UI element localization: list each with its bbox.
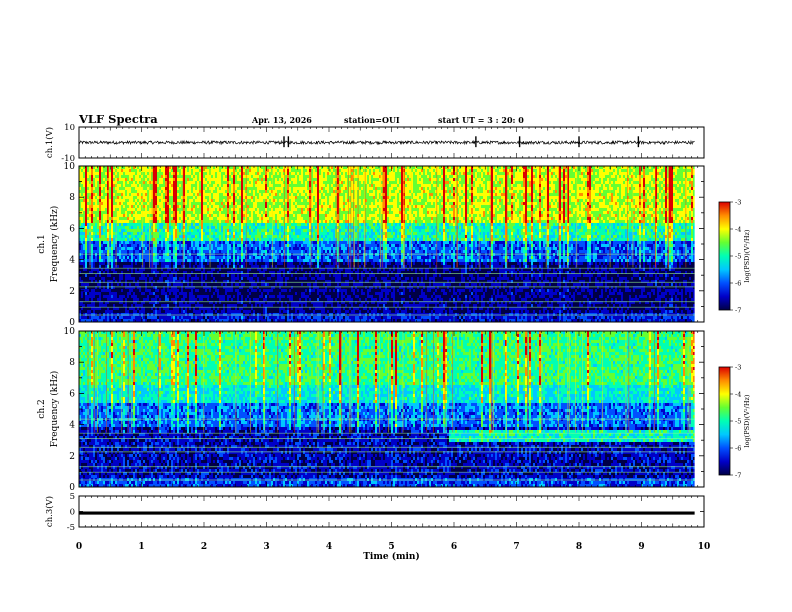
ch1-spectrogram-colorbar-tick-label: -6 [735,280,741,288]
ch2-spectrogram-colorbar [719,367,730,475]
time-tick-label: 6 [451,542,457,552]
ch2-spectrogram-colorbar-label: log(PSD)(V²/Hz) [743,394,751,447]
ch1-waveform-trace [79,141,695,144]
ch2-spectrogram-ylabel: Frequency (kHz) [49,371,60,448]
ch1-spectrogram-ytick-label: 6 [69,224,75,234]
time-tick-label: 0 [76,542,82,552]
time-tick-label: 7 [513,542,519,552]
ch2-spectrogram-ytick-label: 6 [69,389,75,399]
ch2-spectrogram-ytick-label: 8 [69,358,75,368]
time-tick-label: 4 [326,542,332,552]
time-tick-label: 8 [576,542,582,552]
ch2-spectrogram-ytick-label: 4 [69,421,75,431]
ch3-waveform-ylabel: ch.3(V) [44,496,55,527]
ch2-spectrogram-colorbar-tick-label: -3 [735,364,741,372]
ch1-spectrogram-ytick-label: 8 [69,193,75,203]
time-tick-label: 3 [263,542,269,552]
ch1-waveform-ytick-label: 10 [64,123,75,133]
ch1-spectrogram-colorbar-tick-label: -7 [735,307,741,315]
ch2-spectrogram-colorbar-tick-label: -4 [735,391,741,399]
time-tick-label: 9 [638,542,644,552]
ch1-spectrogram-colorbar [719,202,730,310]
ch1-spectrogram-colorbar-tick-label: -5 [735,253,741,261]
ch3-waveform-ytick-label: -5 [67,523,75,533]
ch1-waveform-ylabel: ch.1(V) [44,127,55,158]
ch3-waveform-ytick-label: 5 [70,492,75,502]
time-axis-label: Time (min) [363,551,420,562]
time-tick-label: 1 [138,542,144,552]
ch1-spectrogram-ytick-label: 10 [64,162,76,172]
ch2-spectrogram-ytick-label: 2 [69,452,75,462]
ch2-spectrogram-channel-label: ch.2 [37,399,47,418]
ch1-spectrogram-ytick-label: 4 [69,256,75,266]
time-tick-label: 2 [201,542,207,552]
time-tick-label: 5 [388,542,394,552]
vlf-spectra-figure: 10-10ch.1(V)0246810ch.1 Frequency (kHz)-3… [0,0,792,612]
time-tick-label: 10 [698,542,711,552]
ch1-spectrogram-colorbar-tick-label: -3 [735,199,741,207]
ch1-spectrogram-ytick-label: 2 [69,287,75,297]
ch1-spectrogram-ylabel: Frequency (kHz) [49,206,60,283]
ch3-waveform-ytick-label: 0 [70,508,75,518]
ch1-spectrogram-channel-label: ch.1 [37,234,47,253]
ch2-spectrogram-colorbar-tick-label: -6 [735,445,741,453]
ch2-spectrogram-ytick-label: 10 [64,327,76,337]
ch1-spectrogram-colorbar-tick-label: -4 [735,226,741,234]
ch2-spectrogram-colorbar-tick-label: -5 [735,418,741,426]
ch2-spectrogram-colorbar-tick-label: -7 [735,472,741,480]
ch1-spectrogram-colorbar-label: log(PSD)(V²/Hz) [743,229,751,282]
